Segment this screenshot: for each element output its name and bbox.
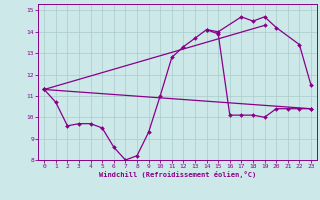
- X-axis label: Windchill (Refroidissement éolien,°C): Windchill (Refroidissement éolien,°C): [99, 171, 256, 178]
